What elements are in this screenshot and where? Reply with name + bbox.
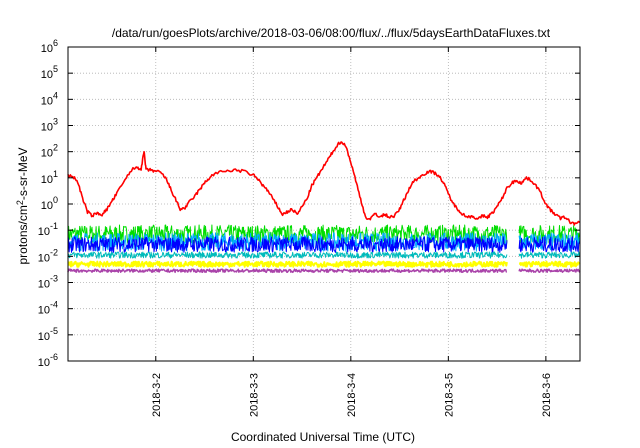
x-tick-label: 2018-3-4 (346, 373, 358, 417)
y-tick-base: 10 (38, 252, 50, 264)
y-tick-exp: -2 (50, 247, 58, 257)
y-tick-exp: -4 (50, 300, 58, 310)
y-tick-exp: -5 (50, 326, 58, 336)
y-tick-exp: 6 (53, 38, 58, 48)
y-tick-base: 10 (41, 122, 53, 134)
y-tick-label: 102 (41, 143, 58, 160)
y-axis-label-part1: protons/cm (16, 205, 30, 264)
y-tick-label: 10-2 (38, 247, 58, 264)
x-tick-label: 2018-3-5 (443, 373, 455, 417)
y-tick-base: 10 (41, 95, 53, 107)
x-axis-label: Coordinated Universal Time (UTC) (231, 430, 415, 444)
y-tick-base: 10 (38, 305, 50, 317)
y-axis-label: protons/cm2-s-sr-MeV (15, 147, 30, 264)
y-tick-exp: 5 (53, 64, 58, 74)
y-tick-base: 10 (41, 148, 53, 160)
y-tick-exp: -6 (50, 352, 58, 362)
y-tick-label: 10-6 (38, 352, 58, 369)
line-series-layer (67, 141, 581, 226)
y-tick-base: 10 (38, 331, 50, 343)
y-tick-label: 10-5 (38, 326, 58, 343)
y-tick-label: 10-4 (38, 300, 58, 317)
y-tick-exp: 0 (53, 195, 58, 205)
y-tick-exp: 3 (53, 117, 58, 127)
y-axis-label-part2: -s-sr-MeV (16, 147, 30, 200)
y-tick-label: 104 (41, 90, 58, 107)
y-tick-base: 10 (38, 279, 50, 291)
x-tick-label: 2018-3-3 (248, 373, 260, 417)
red-series-line (67, 141, 581, 226)
grid-layer (68, 47, 580, 361)
y-tick-exp: -3 (50, 274, 58, 284)
y-axis-label-sup: 2 (15, 200, 25, 205)
band-series-layer (67, 224, 581, 274)
y-tick-label: 103 (41, 117, 58, 134)
band-series (67, 251, 581, 259)
y-tick-labels: 10610510410310210110010-110-210-310-410-… (38, 38, 580, 369)
y-tick-base: 10 (41, 69, 53, 81)
band-series (67, 236, 581, 253)
y-tick-label: 105 (41, 64, 58, 81)
x-tick-labels: 2018-3-2 2018-3-3 2018-3-4 2018-3-5 2018-3-6 (151, 47, 553, 417)
y-tick-base: 10 (41, 200, 53, 212)
y-tick-label: 10-3 (38, 274, 58, 291)
y-tick-base: 10 (38, 357, 50, 369)
band-series (67, 260, 581, 268)
y-tick-base: 10 (41, 174, 53, 186)
y-tick-exp: 4 (53, 90, 58, 100)
y-tick-exp: 2 (53, 143, 58, 153)
y-tick-exp: 1 (53, 169, 58, 179)
y-tick-base: 10 (38, 226, 50, 238)
y-tick-label: 100 (41, 195, 58, 212)
x-tick-label: 2018-3-6 (541, 373, 553, 417)
y-tick-label: 106 (41, 38, 58, 55)
x-tick-label: 2018-3-2 (151, 373, 163, 417)
y-tick-label: 10-1 (38, 221, 58, 238)
y-tick-base: 10 (41, 43, 53, 55)
y-tick-exp: -1 (50, 221, 58, 231)
chart-title: /data/run/goesPlots/archive/2018-03-06/0… (112, 26, 551, 40)
y-tick-label: 101 (41, 169, 58, 186)
band-series (67, 268, 581, 274)
